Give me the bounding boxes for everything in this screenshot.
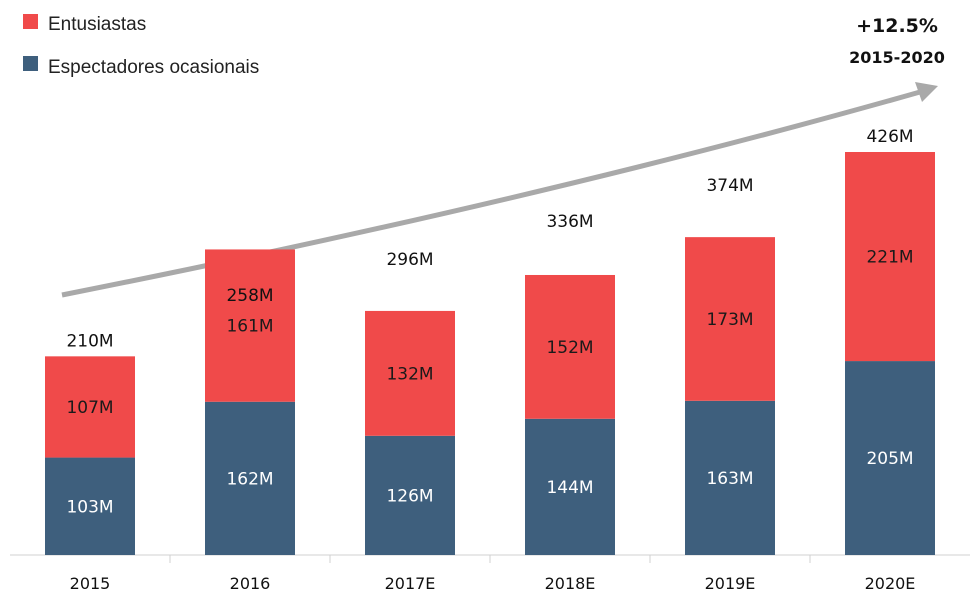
x-axis-ticks: 2015 2016 2017E 2018E 2019E 2020E <box>70 555 916 593</box>
segment-label-espectadores-2018E: 144M <box>546 478 593 498</box>
total-label-2015: 210M <box>66 331 113 351</box>
bar-segment-entusiastas-2020E <box>845 152 935 362</box>
legend: Entusiastas Espectadores ocasionais <box>23 14 259 78</box>
legend-label-entusiastas: Entusiastas <box>48 14 146 35</box>
bar-segment-entusiastas-2018E <box>525 274 615 419</box>
growth-arrow <box>61 82 938 298</box>
bar-segment-espectadores-2016 <box>205 401 295 555</box>
segment-label-espectadores-2015: 103M <box>66 497 113 517</box>
segment-label-espectadores-2017E: 126M <box>386 486 433 506</box>
bar-segment-entusiastas-2016 <box>205 249 295 402</box>
total-label-2019E: 374M <box>706 176 753 196</box>
growth-arrow-head <box>915 82 938 102</box>
segment-label-entusiastas-2020E: 221M <box>866 248 913 268</box>
bars: 103M 107M 210M 162M 161M 258M 126M 132M 296M 144M… <box>45 127 935 555</box>
x-tick-label-2016: 2016 <box>230 574 271 593</box>
bar-segment-espectadores-2019E <box>685 400 775 555</box>
bar-segment-espectadores-2015 <box>45 457 135 555</box>
bar-segment-entusiastas-2019E <box>685 237 775 401</box>
total-label-2017E: 296M <box>386 250 433 270</box>
bar-segment-entusiastas-2015 <box>45 356 135 458</box>
total-label-2016: 258M <box>226 286 273 306</box>
growth-period: 2015-2020 <box>849 48 945 67</box>
x-tick-label-2018E: 2018E <box>545 574 596 593</box>
bar-segment-espectadores-2020E <box>845 361 935 555</box>
segment-label-espectadores-2020E: 205M <box>866 449 913 469</box>
growth-arrow-curve <box>61 89 921 298</box>
segment-label-espectadores-2019E: 163M <box>706 469 753 489</box>
segment-label-entusiastas-2018E: 152M <box>546 338 593 358</box>
x-tick-label-2020E: 2020E <box>865 574 916 593</box>
x-tick-label-2017E: 2017E <box>385 574 436 593</box>
segment-label-entusiastas-2016: 161M <box>226 317 273 337</box>
segment-label-entusiastas-2017E: 132M <box>386 364 433 384</box>
bar-segment-entusiastas-2017E <box>365 310 455 436</box>
segment-label-espectadores-2016: 162M <box>226 469 273 489</box>
segment-label-entusiastas-2019E: 173M <box>706 310 753 330</box>
legend-swatch-espectadores <box>23 56 38 71</box>
legend-label-espectadores: Espectadores ocasionais <box>48 57 259 78</box>
bar-segment-espectadores-2018E <box>525 418 615 555</box>
x-tick-label-2019E: 2019E <box>705 574 756 593</box>
plot-area: 103M 107M 210M 162M 161M 258M 126M 132M 296M 144M… <box>10 127 970 593</box>
segment-label-entusiastas-2015: 107M <box>66 398 113 418</box>
bar-segment-espectadores-2017E <box>365 435 455 555</box>
legend-swatch-entusiastas <box>23 14 38 29</box>
growth-rate: +12.5% <box>856 15 938 37</box>
total-label-2020E: 426M <box>866 127 913 147</box>
total-label-2018E: 336M <box>546 212 593 232</box>
x-tick-label-2015: 2015 <box>70 574 111 593</box>
